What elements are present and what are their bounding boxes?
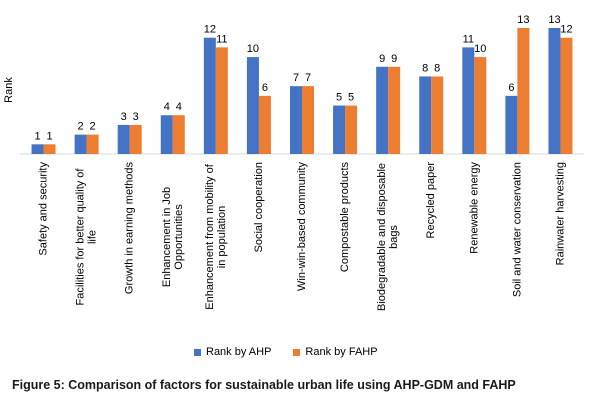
legend-swatch-ahp [194, 348, 201, 356]
legend-swatch-fahp [293, 348, 301, 356]
x-tick-labels-group: Safety and security Facilities for better… [38, 162, 567, 312]
bar-fahp-3 [172, 115, 185, 154]
data-label-ahp-11: 6 [508, 82, 514, 94]
x-tick-label-5: Social cooperation [253, 162, 265, 253]
data-label-fahp-10: 10 [474, 43, 486, 55]
bar-fahp-8 [388, 66, 401, 154]
bar-fahp-9 [431, 76, 444, 154]
data-label-fahp-1: 2 [90, 121, 96, 133]
data-label-fahp-7: 5 [348, 92, 354, 104]
x-tick-label-0: Safety and security [38, 162, 50, 256]
y-axis-title: Rank [3, 77, 15, 103]
bar-fahp-1 [86, 134, 99, 154]
bar-ahp-7 [333, 105, 346, 154]
bars-group [31, 28, 573, 155]
data-label-fahp-11: 13 [517, 14, 529, 26]
bar-fahp-4 [215, 47, 228, 155]
figure-caption: Figure 5: Comparison of factors for sust… [12, 378, 516, 392]
data-label-ahp-6: 7 [293, 72, 299, 84]
x-tick-label-9: Recycled paper [425, 162, 437, 239]
data-label-ahp-12: 13 [548, 14, 560, 26]
data-label-fahp-2: 3 [133, 111, 139, 123]
x-tick-label-2: Growth in earning methods [124, 162, 136, 295]
x-tick-label-11: Soil and water conservation [511, 162, 523, 297]
data-label-ahp-2: 3 [121, 111, 127, 123]
x-tick-label-10: Renewable energy [468, 162, 480, 254]
data-label-fahp-3: 4 [176, 101, 182, 113]
bar-fahp-5 [258, 95, 271, 154]
bar-ahp-1 [74, 134, 87, 154]
bar-ahp-11 [505, 95, 518, 154]
x-tick-label-7: Compostable products [339, 162, 351, 273]
bar-ahp-9 [419, 76, 432, 154]
bar-fahp-7 [345, 105, 358, 154]
legend: Rank by AHP Rank by FAHP [194, 346, 378, 358]
data-label-fahp-9: 8 [434, 62, 440, 74]
data-label-ahp-10: 11 [463, 33, 474, 45]
bar-ahp-2 [117, 124, 130, 154]
x-tick-label-1: Facilities for better quality oflife [75, 168, 99, 306]
bar-ahp-3 [160, 115, 173, 154]
data-label-fahp-5: 6 [262, 82, 268, 94]
data-label-fahp-12: 12 [560, 24, 572, 36]
bar-ahp-8 [376, 66, 389, 154]
bar-fahp-0 [43, 144, 56, 154]
x-tick-label-12: Rainwater harvesting [554, 162, 566, 265]
data-label-ahp-3: 4 [164, 101, 170, 113]
bar-ahp-6 [290, 86, 302, 154]
bar-ahp-4 [203, 37, 216, 154]
legend-label-fahp: Rank by FAHP [305, 346, 378, 358]
data-label-ahp-9: 8 [422, 62, 428, 74]
bar-fahp-10 [474, 57, 487, 155]
legend-item-ahp: Rank by AHP [194, 346, 271, 358]
data-label-ahp-7: 5 [336, 92, 342, 104]
data-label-ahp-8: 9 [379, 53, 385, 65]
x-tick-label-4: Enhancement from mobility ofin populatio… [204, 163, 228, 309]
data-label-ahp-1: 2 [78, 121, 84, 133]
data-label-fahp-0: 1 [46, 130, 52, 142]
x-tick-label-6: Win-win-based community [296, 162, 308, 291]
data-label-ahp-5: 10 [247, 43, 259, 55]
legend-item-fahp: Rank by FAHP [293, 346, 378, 358]
data-label-fahp-6: 7 [305, 72, 311, 84]
bar-fahp-11 [517, 28, 530, 154]
bar-fahp-6 [302, 86, 314, 154]
bar-ahp-5 [246, 57, 259, 155]
data-label-ahp-0: 1 [34, 130, 40, 142]
data-label-ahp-4: 12 [204, 24, 216, 36]
bar-ahp-0 [31, 144, 44, 154]
bar-fahp-12 [560, 37, 573, 154]
bar-ahp-10 [462, 47, 475, 155]
data-label-fahp-8: 9 [391, 53, 397, 65]
x-tick-label-3: Enhancement in JobOpportunities [161, 187, 185, 287]
data-label-fahp-4: 11 [216, 33, 227, 45]
x-tick-label-8: Biodegradable and disposablebags [376, 163, 400, 311]
bar-fahp-2 [129, 124, 142, 154]
bar-ahp-12 [548, 28, 561, 154]
legend-label-ahp: Rank by AHP [206, 346, 272, 358]
